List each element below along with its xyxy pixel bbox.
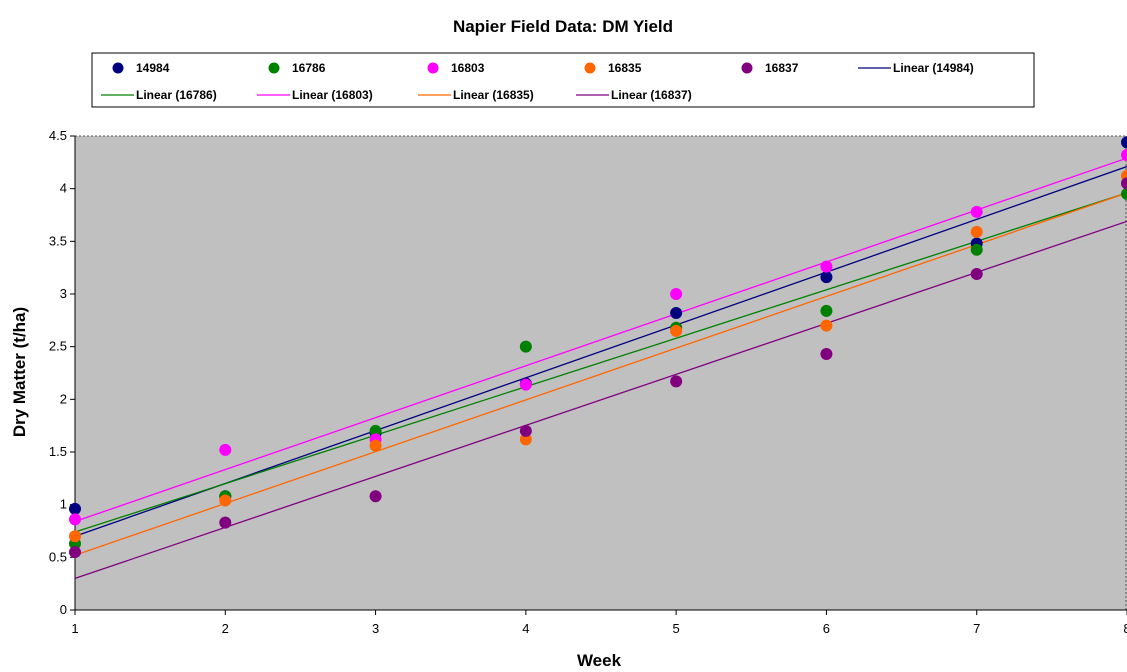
point-14984 [670, 306, 683, 319]
x-tick-label: 3 [372, 621, 379, 636]
plot-area [75, 135, 1127, 610]
x-axis-title: Week [577, 651, 622, 670]
point-16837 [69, 546, 81, 559]
point-16835 [670, 324, 683, 337]
point-16803 [670, 288, 683, 300]
data-points [69, 136, 1127, 559]
point-16835 [519, 433, 532, 446]
point-16835 [369, 439, 382, 452]
y-tick-label: 0 [60, 602, 67, 617]
y-tick-label: 0.5 [49, 549, 67, 564]
trendline-14984 [74, 165, 1127, 537]
point-14984 [69, 502, 81, 515]
point-16835 [69, 530, 81, 543]
point-16786 [1121, 187, 1127, 200]
legend-label-14984: 14984 [136, 61, 170, 75]
point-16837 [670, 375, 683, 388]
point-14984 [1121, 136, 1127, 149]
point-16835 [820, 319, 833, 332]
legend-label-16835: 16835 [608, 61, 642, 75]
point-16835 [219, 494, 232, 507]
y-tick-label: 4.5 [49, 128, 67, 143]
x-tick-label: 4 [522, 621, 529, 636]
legend-label-trend-16835: Linear (16835) [453, 88, 534, 102]
y-tick-label: 3.5 [49, 233, 67, 248]
point-16837 [519, 424, 532, 437]
x-tick-label: 5 [673, 621, 680, 636]
legend-label-16803: 16803 [451, 61, 485, 75]
point-16837 [369, 490, 382, 503]
legend: 14984 16786 16803 16835 16837 Linear (14984) L… [91, 52, 1035, 108]
point-16803 [820, 260, 833, 273]
y-axis-title: Dry Matter (t/ha) [10, 307, 29, 437]
legend-label-trend-14984: Linear (14984) [893, 61, 974, 75]
point-16837 [219, 516, 232, 529]
point-16803 [970, 205, 983, 218]
x-tick-label: 6 [823, 621, 830, 636]
x-tick-label: 1 [71, 621, 78, 636]
y-tick-label: 1.5 [49, 444, 67, 459]
point-16837 [970, 267, 983, 280]
x-tick-label: 7 [973, 621, 980, 636]
point-16803 [69, 513, 81, 526]
point-16803 [219, 443, 232, 456]
point-16803 [519, 378, 532, 391]
point-16837 [820, 348, 833, 361]
plot-background [75, 136, 1127, 610]
legend-marker-16835 [584, 62, 596, 74]
trendline-16835 [74, 192, 1127, 556]
y-tick-label: 3 [60, 286, 67, 301]
trendline-16803 [74, 157, 1127, 523]
legend-label-trend-16837: Linear (16837) [611, 88, 692, 102]
point-16786 [519, 340, 532, 353]
legend-label-16786: 16786 [292, 61, 326, 75]
y-tick-label: 2.5 [49, 339, 67, 354]
y-tick-label: 1 [60, 497, 67, 512]
legend-label-trend-16786: Linear (16786) [136, 88, 217, 102]
point-16835 [970, 225, 983, 238]
point-16786 [820, 304, 833, 317]
legend-marker-16786 [268, 62, 280, 74]
point-16786 [369, 424, 382, 437]
legend-label-16837: 16837 [765, 61, 799, 75]
legend-label-trend-16803: Linear (16803) [292, 88, 373, 102]
x-tick-label: 2 [222, 621, 229, 636]
legend-box [91, 52, 1035, 108]
trendline-16786 [74, 192, 1127, 533]
y-tick-label: 4 [60, 181, 67, 196]
point-16786 [970, 243, 983, 256]
point-16803 [1121, 148, 1127, 161]
chart-title: Napier Field Data: DM Yield [453, 17, 673, 36]
legend-marker-16803 [427, 62, 439, 74]
point-16837 [1121, 177, 1127, 190]
point-14984 [820, 271, 833, 284]
legend-marker-14984 [112, 62, 124, 74]
trendline-16837 [74, 220, 1127, 580]
legend-marker-16837 [741, 62, 753, 74]
trendlines [74, 157, 1127, 580]
x-tick-label: 8 [1123, 621, 1127, 636]
y-tick-label: 2 [60, 391, 67, 406]
